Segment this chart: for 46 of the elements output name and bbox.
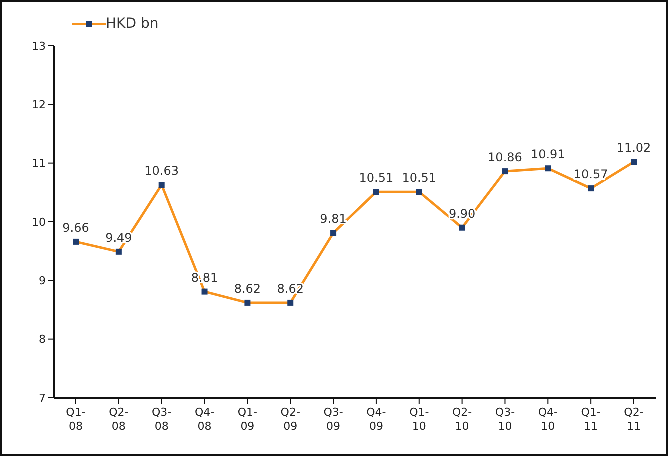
x-tick-label: Q1-10 <box>410 406 430 433</box>
point <box>459 224 466 231</box>
x-tick-label: Q3-09 <box>324 406 344 433</box>
x-tick-label: Q4-08 <box>194 406 215 433</box>
point <box>202 288 208 295</box>
y-tick-label: 12 <box>32 98 46 112</box>
data-label: 10.86 <box>488 150 522 165</box>
x-tick-label: Q3-08 <box>152 406 172 433</box>
x-tick-label: Q1-09 <box>238 406 258 433</box>
data-label: 8.62 <box>234 282 262 296</box>
x-tick-label: Q2-09 <box>280 406 300 433</box>
y-tick-label: 8 <box>39 333 46 346</box>
point <box>244 300 251 306</box>
point <box>416 189 422 196</box>
legend-label: HKD bn <box>105 16 159 32</box>
data-label: 9.66 <box>62 220 90 235</box>
x-tick-label: Q2-10 <box>452 406 472 433</box>
data-label: 10.57 <box>574 168 608 182</box>
data-label: 10.51 <box>402 171 437 186</box>
point <box>158 182 165 188</box>
x-tick-label: Q1-11 <box>581 406 601 433</box>
point <box>631 159 637 166</box>
point <box>588 186 594 192</box>
y-tick-label: 13 <box>32 40 46 53</box>
point <box>545 166 552 172</box>
x-tick-label: Q1-08 <box>66 406 86 433</box>
point <box>373 189 380 196</box>
x-tick-label: Q2-08 <box>109 406 129 433</box>
point <box>330 230 337 236</box>
data-label: 11.02 <box>616 141 652 156</box>
x-tick-label: Q3-10 <box>495 406 516 433</box>
data-label: 10.91 <box>530 148 566 162</box>
y-tick-label: 7 <box>39 392 46 405</box>
y-tick-label: 11 <box>32 157 46 170</box>
x-tick-label: Q4-09 <box>366 406 386 433</box>
point <box>73 238 79 245</box>
x-tick-label: Q4-10 <box>538 406 558 433</box>
y-tick-label: 9 <box>39 274 46 288</box>
data-label: 10.63 <box>144 164 180 178</box>
data-label: 9.81 <box>320 212 347 226</box>
x-tick-label: Q2-11 <box>624 406 644 433</box>
data-label: 10.51 <box>359 171 394 186</box>
point <box>502 168 508 175</box>
y-tick-label: 10 <box>32 216 46 229</box>
point <box>288 300 294 306</box>
point <box>116 248 122 255</box>
